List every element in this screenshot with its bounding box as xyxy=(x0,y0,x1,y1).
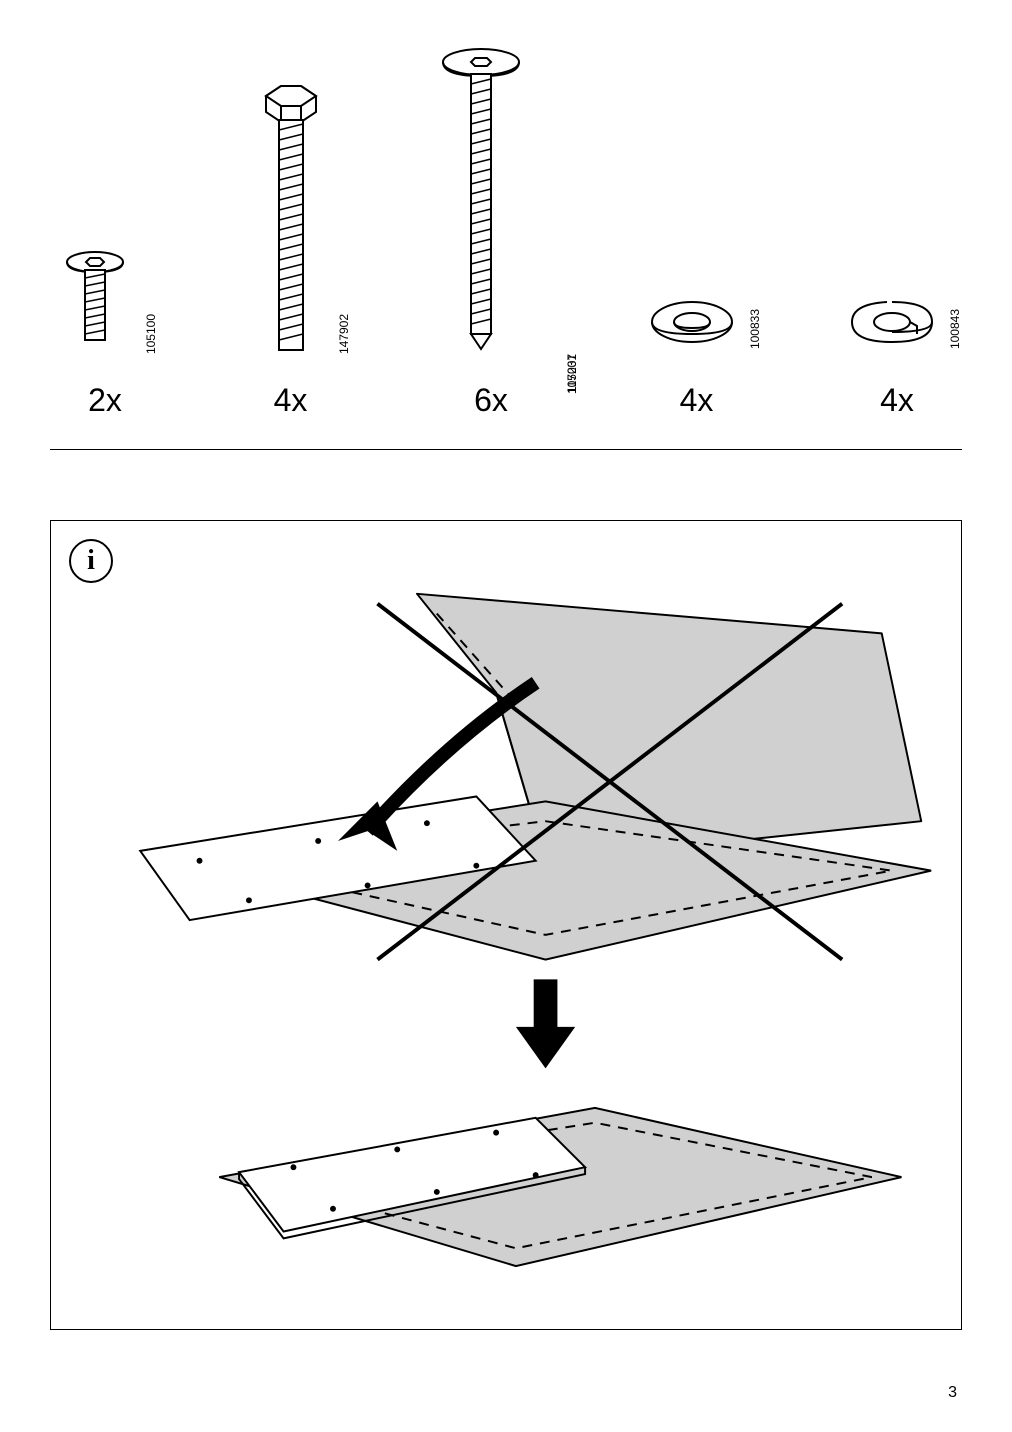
part-number-label: 105100 xyxy=(144,314,158,354)
quantity-label: 4x xyxy=(880,382,914,419)
hardware-item-4: 100833 4x xyxy=(642,44,752,419)
quantity-label: 2x xyxy=(88,382,122,419)
quantity-label: 6x xyxy=(474,382,508,419)
assembly-page: 105100 2x xyxy=(0,0,1012,1432)
info-icon: i xyxy=(69,539,113,583)
info-panel: i xyxy=(50,520,962,1330)
long-allen-bolt-graphic: 117001 105237 xyxy=(431,44,551,364)
hardware-item-3: 117001 105237 6x xyxy=(431,44,551,419)
hardware-item-1: 105100 2x xyxy=(60,44,150,419)
part-number-label: 100843 xyxy=(948,309,962,349)
flat-washer-graphic: 100833 xyxy=(642,44,752,364)
unpacking-diagram xyxy=(71,541,941,1309)
part-number-label: 100833 xyxy=(748,309,762,349)
short-allen-bolt-graphic: 105100 xyxy=(60,44,150,364)
quantity-label: 4x xyxy=(680,382,714,419)
page-number: 3 xyxy=(948,1384,957,1402)
info-icon-label: i xyxy=(87,545,95,577)
hardware-item-5: 100843 4x xyxy=(842,44,952,419)
lock-washer-graphic: 100843 xyxy=(842,44,952,364)
part-number-label: 105237 xyxy=(565,354,579,394)
part-number-label: 147902 xyxy=(337,314,351,354)
hex-bolt-graphic: 147902 xyxy=(241,44,341,364)
quantity-label: 4x xyxy=(274,382,308,419)
hardware-list: 105100 2x xyxy=(50,40,962,450)
hardware-item-2: 147902 4x xyxy=(241,44,341,419)
